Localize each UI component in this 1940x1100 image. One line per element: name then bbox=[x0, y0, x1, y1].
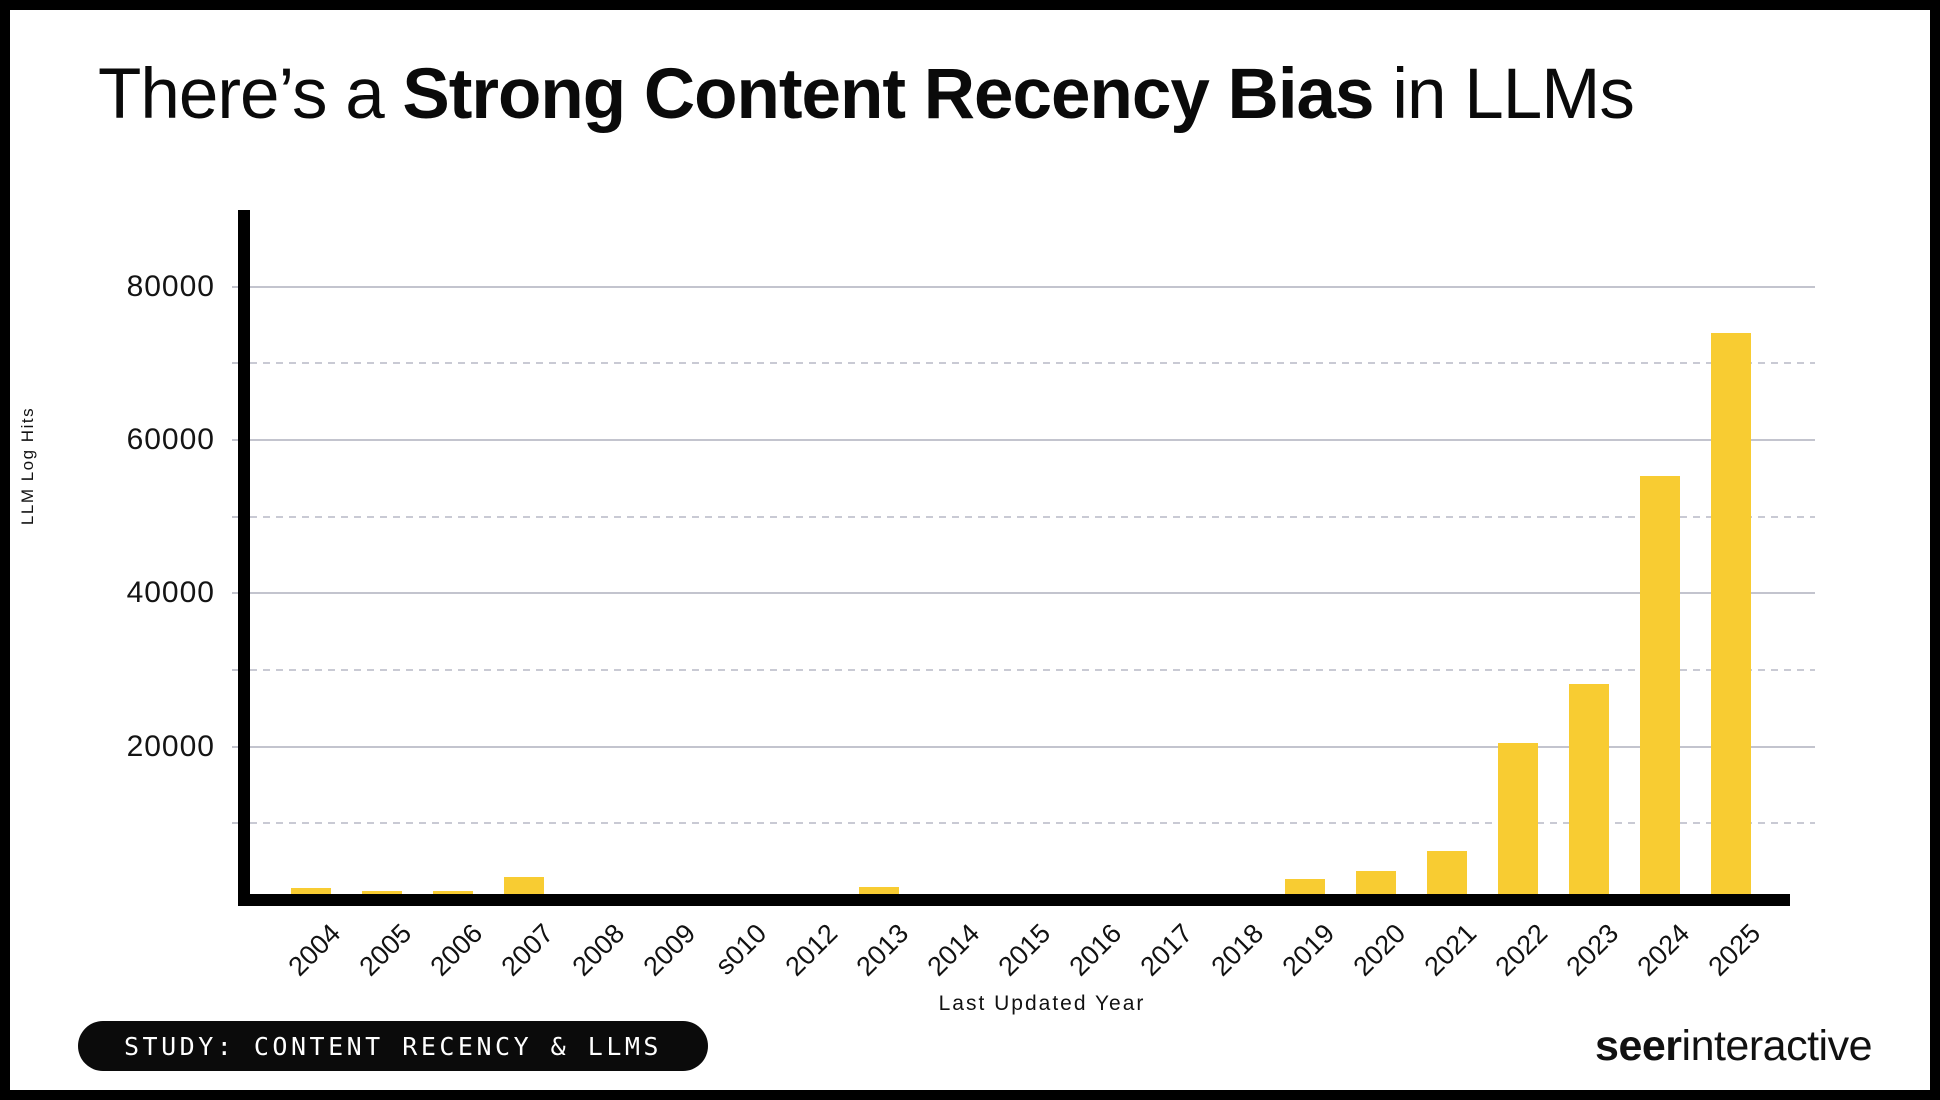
title-emphasis: Strong Content Recency Bias bbox=[402, 55, 1374, 134]
y-tick-mark bbox=[232, 745, 242, 748]
y-tick-label: 80000 bbox=[126, 269, 215, 303]
seer-interactive-logo: seerinteractive bbox=[1595, 1022, 1872, 1071]
gridline-minor bbox=[250, 362, 1815, 365]
y-tick-label: 20000 bbox=[126, 729, 215, 763]
gridline-minor bbox=[250, 515, 1815, 518]
bar-2021 bbox=[1427, 850, 1467, 900]
y-tick-mark bbox=[232, 669, 242, 671]
logo-regular-part: interactive bbox=[1681, 1022, 1873, 1070]
y-axis-title: LLM Log Hits bbox=[18, 406, 37, 526]
study-badge-label: STUDY: CONTENT RECENCY & LLMS bbox=[124, 1031, 662, 1061]
bar-2024 bbox=[1640, 476, 1680, 900]
gridline-major bbox=[250, 745, 1815, 748]
study-badge: STUDY: CONTENT RECENCY & LLMS bbox=[78, 1021, 708, 1071]
y-tick-mark bbox=[232, 439, 242, 441]
y-tick-label: 40000 bbox=[126, 576, 215, 610]
x-axis-spine bbox=[238, 894, 1790, 906]
gridline-major bbox=[250, 439, 1815, 441]
gridline-minor bbox=[250, 669, 1815, 671]
x-axis-title: Last Updated Year bbox=[938, 992, 1146, 1015]
bar-2025 bbox=[1711, 332, 1751, 900]
chart-title: There’s a Strong Content Recency Bias in… bbox=[98, 52, 1635, 137]
y-axis-spine bbox=[238, 210, 250, 906]
gridline-minor bbox=[250, 822, 1815, 825]
bar-2023 bbox=[1569, 683, 1609, 900]
bar-2022 bbox=[1498, 742, 1538, 900]
title-suffix: in LLMs bbox=[1373, 55, 1635, 134]
y-tick-mark bbox=[232, 285, 242, 288]
y-tick-mark bbox=[232, 362, 242, 365]
y-tick-mark bbox=[232, 822, 242, 825]
logo-bold-part: seer bbox=[1595, 1022, 1682, 1070]
y-tick-mark bbox=[232, 515, 242, 518]
title-prefix: There’s a bbox=[98, 55, 403, 134]
y-tick-mark bbox=[232, 592, 242, 595]
y-tick-label: 60000 bbox=[126, 423, 215, 456]
gridline-major bbox=[250, 592, 1815, 595]
gridline-major bbox=[250, 285, 1815, 288]
